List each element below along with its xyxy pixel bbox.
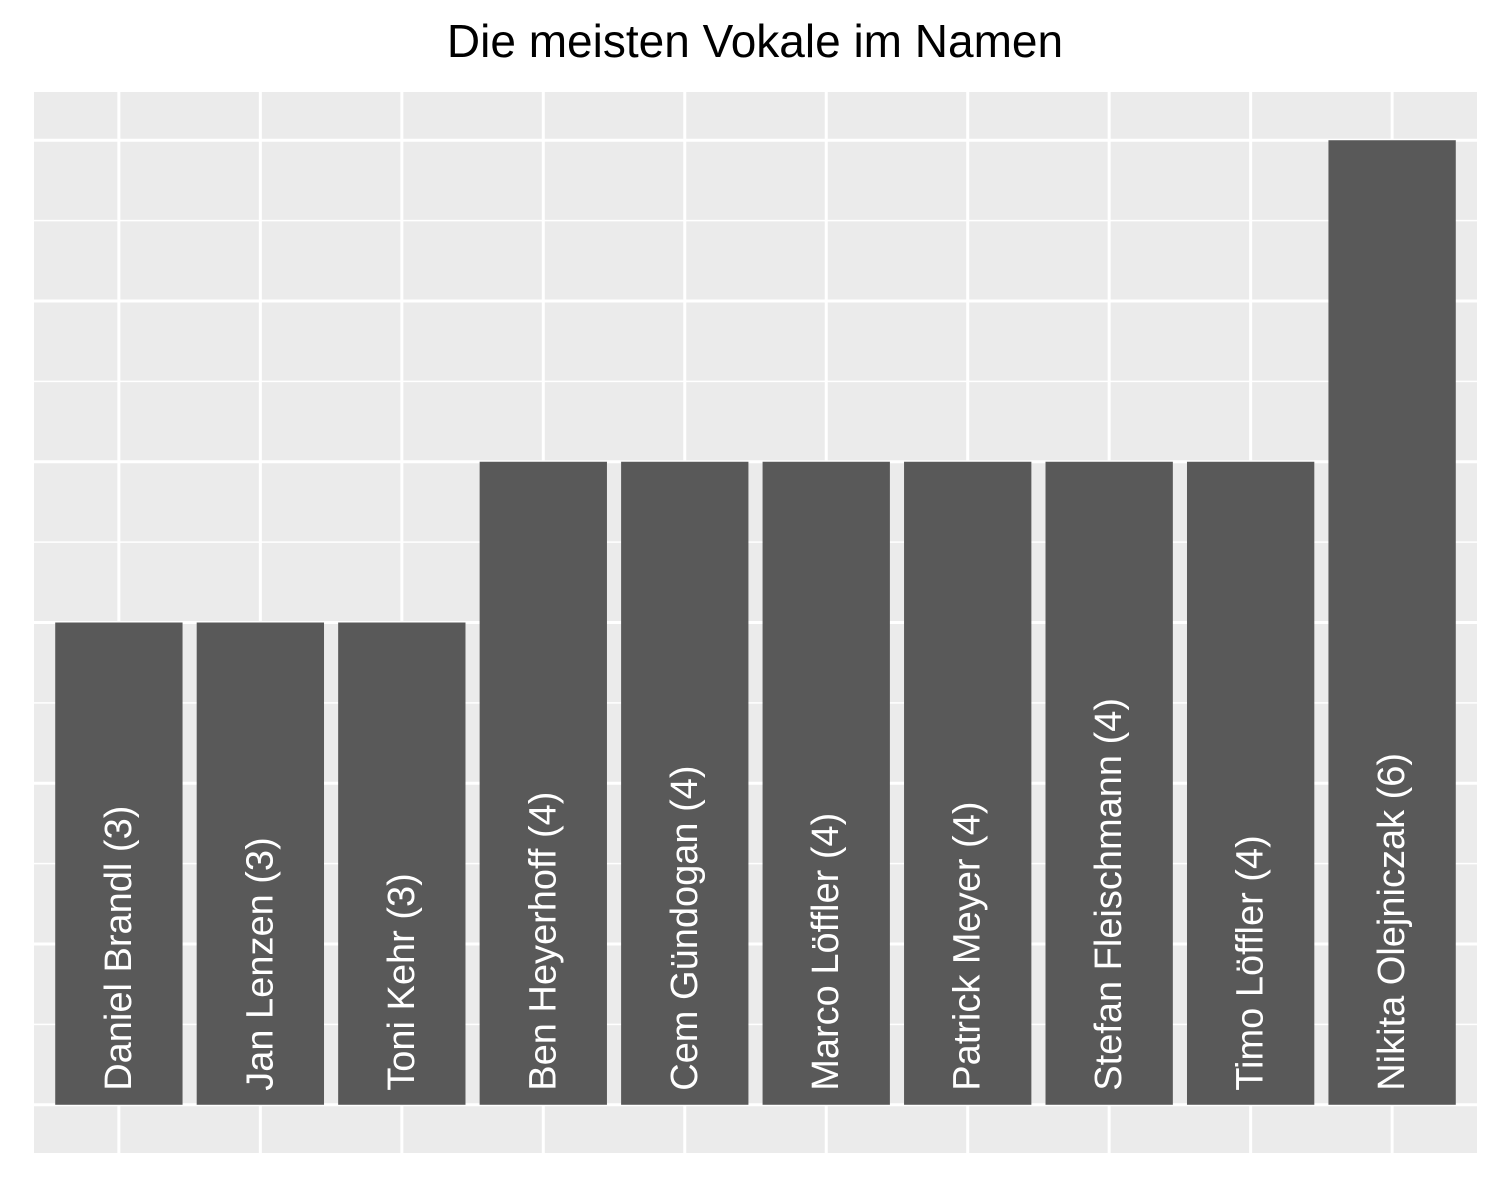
chart-title: Die meisten Vokale im Namen — [446, 15, 1064, 67]
bar — [196, 622, 325, 1105]
bar-label: Timo Löffler (4) — [1230, 835, 1272, 1091]
bar — [1045, 461, 1173, 1105]
bar-label: Stefan Fleischmann (4) — [1088, 698, 1130, 1091]
bar — [1328, 140, 1456, 1105]
bars — [55, 140, 1456, 1105]
bar-label: Cem Gündogan (4) — [664, 765, 706, 1090]
bar-label: Daniel Brandl (3) — [98, 806, 140, 1091]
bar — [1186, 461, 1315, 1105]
bar-label: Marco Löffler (4) — [805, 813, 847, 1091]
bar — [55, 622, 183, 1105]
bar-label: Toni Kehr (3) — [381, 873, 423, 1091]
bar-labels: Daniel Brandl (3) Jan Lenzen (3) Toni Kehr… — [98, 698, 1413, 1091]
bar-label: Patrick Meyer (4) — [947, 801, 989, 1090]
bar — [479, 461, 607, 1105]
bar — [621, 461, 749, 1105]
bar-label: Nikita Olejniczak (6) — [1371, 753, 1413, 1091]
bar — [904, 461, 1032, 1105]
bar-label: Ben Heyerhoff (4) — [522, 792, 564, 1091]
bar — [762, 461, 890, 1105]
bar-label: Jan Lenzen (3) — [239, 837, 281, 1091]
bar — [338, 622, 466, 1105]
